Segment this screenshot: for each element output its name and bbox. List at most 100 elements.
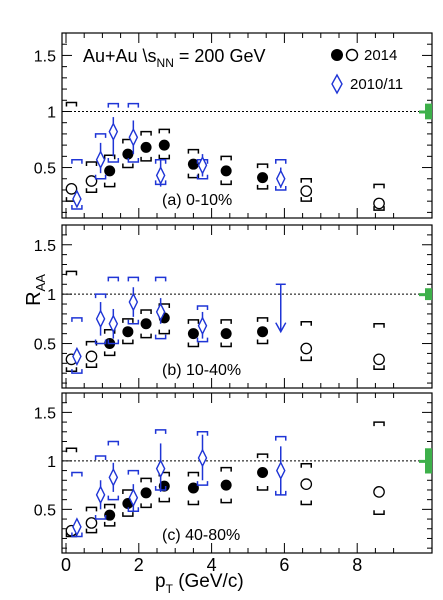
y-tick-label: 1.5 [34, 405, 56, 422]
systematic-bracket-upper [187, 148, 200, 154]
data-point-2014-open [65, 182, 78, 195]
data-point-2014-open [85, 517, 98, 529]
data-point-2014-filled [140, 141, 152, 153]
data-point-2010-diamond [128, 488, 139, 508]
systematic-bracket-lower [71, 369, 83, 374]
systematic-bracket-lower [103, 521, 116, 527]
panel-b: 0.5 1 1.5 (b) 10-40% [34, 224, 433, 389]
systematic-bracket-lower [122, 512, 134, 517]
data-point-2010-diamond [95, 485, 106, 505]
x-axis-title: pT (GeV/c) [155, 571, 244, 596]
x-tick-label: 6 [279, 555, 289, 575]
systematic-bracket-upper [187, 319, 200, 324]
x-tick-label: 8 [352, 555, 362, 575]
systematic-bracket-lower [373, 365, 385, 370]
systematic-bracket-lower [220, 498, 232, 504]
data-point-2014-open [373, 486, 385, 498]
systematic-bracket-lower [71, 532, 83, 538]
global-systematic-tab [419, 110, 425, 114]
data-point-2014-filled [158, 480, 170, 492]
systematic-bracket-upper [94, 455, 107, 461]
systematic-bracket-lower [196, 337, 209, 343]
systematic-bracket-upper [71, 158, 83, 164]
data-point-2010-diamond [155, 459, 166, 479]
systematic-bracket-lower [275, 185, 287, 191]
legend: Au+Au \sNN = 200 GeV 2014 2010/11 [83, 46, 403, 95]
data-point-2014-open [85, 175, 98, 187]
data-point-2014-filled [187, 328, 199, 340]
systematic-bracket-lower [85, 528, 98, 534]
y-tick-label: 1.5 [34, 48, 56, 65]
systematic-bracket-lower [127, 319, 140, 325]
panel-label: (a) 0-10% [162, 192, 232, 209]
systematic-bracket-lower [140, 503, 152, 509]
systematic-bracket-upper [103, 503, 116, 509]
systematic-bracket-upper [127, 469, 140, 475]
systematic-bracket-lower [187, 500, 200, 506]
data-point-2010-diamond [108, 122, 119, 142]
data-point-2014-filled [257, 326, 269, 338]
systematic-bracket-lower [127, 157, 140, 163]
y-tick-label: 1 [47, 287, 56, 304]
systematic-bracket-upper [103, 154, 116, 160]
systematic-bracket-lower [107, 157, 120, 163]
legend-diamond-marker [331, 73, 343, 95]
y-tick-label: 1 [47, 454, 56, 471]
systematic-bracket-lower [103, 182, 116, 188]
legend-2010-label: 2010/11 [350, 76, 403, 93]
x-tick-label: 4 [207, 555, 217, 575]
panel-label: (c) 40-80% [162, 527, 240, 544]
systematic-bracket-lower [122, 339, 134, 345]
y-tick-label: 0.5 [34, 337, 56, 354]
systematic-bracket-lower [300, 356, 312, 362]
systematic-bracket-upper [220, 155, 232, 161]
data-point-2014-filled [140, 487, 152, 499]
systematic-bracket-upper [107, 102, 120, 108]
data-point-2010-diamond [128, 292, 139, 312]
systematic-bracket-upper [373, 183, 385, 189]
systematic-bracket-lower [187, 342, 200, 348]
global-systematic-band [425, 448, 432, 474]
systematic-bracket-lower [373, 510, 385, 515]
systematic-bracket-lower [140, 333, 152, 339]
systematic-bracket-lower [158, 497, 171, 503]
systematic-bracket-upper [127, 102, 140, 108]
systematic-bracket-upper [140, 130, 152, 136]
panels: 0.5 1 1.5 (a) 0-10% 0.5 1 1.5 (b) 10-40% 0.5 1 1.5… [34, 32, 433, 575]
data-point-2014-filled [220, 165, 232, 177]
systematic-bracket-lower [220, 180, 232, 186]
systematic-bracket-lower [85, 188, 98, 193]
systematic-bracket-upper [127, 276, 140, 282]
y-tick-label: 0.5 [34, 161, 56, 178]
systematic-bracket-lower [256, 485, 269, 491]
y-tick-label: 1.5 [34, 238, 56, 255]
systematic-bracket-upper [71, 471, 83, 477]
systematic-bracket-upper [154, 276, 167, 282]
data-point-2014-filled [140, 318, 152, 330]
systematic-bracket-lower [187, 173, 200, 179]
data-point-2014-open [300, 342, 313, 355]
systematic-bracket-upper [220, 319, 232, 324]
systematic-bracket-lower [158, 329, 171, 335]
systematic-bracket-upper [85, 161, 98, 166]
x-tick-label: 2 [134, 555, 144, 575]
systematic-bracket-upper [65, 270, 78, 276]
systematic-bracket-upper [256, 163, 269, 169]
systematic-bracket-lower [196, 481, 209, 486]
systematic-bracket-upper [107, 440, 120, 446]
systematic-bracket-lower [71, 205, 83, 210]
data-point-2010-diamond [128, 127, 139, 147]
global-systematic-band [425, 103, 432, 120]
systematic-bracket-upper [187, 471, 200, 477]
y-tick-label: 1 [47, 104, 56, 121]
systematic-bracket-upper [373, 421, 385, 427]
systematic-bracket-upper [300, 463, 312, 468]
systematic-bracket-upper [373, 323, 385, 328]
systematic-bracket-lower [220, 342, 232, 348]
data-point-2014-filled [220, 479, 232, 491]
data-point-2010-diamond [108, 314, 119, 334]
systematic-bracket-upper [140, 309, 152, 314]
data-point-2014-open [300, 185, 313, 197]
systematic-bracket-upper [300, 178, 312, 183]
data-point-2010-diamond [72, 517, 82, 537]
